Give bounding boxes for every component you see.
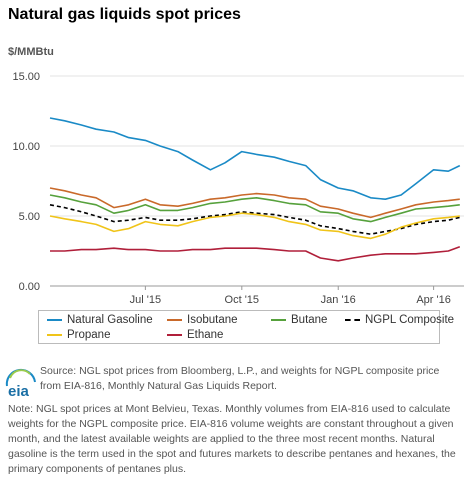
y-axis-unit-label: $/MMBtu [8,46,54,58]
series-line-butane [49,194,460,223]
legend-label: Propane [67,329,111,341]
x-tick-label: Oct '15 [225,294,260,306]
source-text: Source: NGL spot prices from Bloomberg, … [40,365,440,392]
series-line-natural-gasoline [49,117,461,200]
legend-swatch [47,333,62,336]
legend-label: Butane [291,314,328,326]
eia-logo-text: eia [8,383,30,398]
grid-lines [50,75,464,287]
legend-item: NGPL Composite [345,313,454,327]
y-tick-labels: 0.00 5.00 10.00 15.00 [12,71,40,293]
legend-item: Propane [47,328,110,342]
series-lines [49,117,461,262]
legend-item: Ethane [167,328,223,342]
series-line-propane [49,212,460,240]
x-tick-label: Jul '15 [130,294,161,306]
chart-legend: Natural Gasoline Isobutane Butane NGPL Comp… [38,310,454,344]
series-line-ethane [50,246,461,262]
legend-item: Natural Gasoline [47,313,153,327]
note-text: Note: NGL spot prices at Mont Belvieu, T… [8,403,456,475]
y-tick-label: 5.00 [19,211,40,223]
legend-swatch [167,318,182,321]
series-line-isobutane [49,187,460,219]
line-chart: 0.00 5.00 10.00 15.00 Jul '15 Oct '15 Jan '16… [12,71,464,306]
x-tick-labels: Jul '15 Oct '15 Jan '16 Apr '16 [130,286,451,306]
chart-title: Natural gas liquids spot prices [8,6,241,23]
legend-label: Ethane [187,329,224,341]
legend-item: Isobutane [167,313,238,327]
legend-swatch [271,318,286,321]
legend-label: Isobutane [187,314,238,326]
legend-label: Natural Gasoline [67,314,153,326]
x-tick-label: Jan '16 [321,294,356,306]
legend-swatch [345,318,360,321]
legend-swatch [167,333,182,336]
y-tick-label: 15.00 [12,71,40,83]
legend-label: NGPL Composite [365,314,455,326]
legend-item: Butane [271,313,327,327]
legend-swatch [47,318,62,321]
eia-logo: eia [5,368,36,398]
y-tick-label: 0.00 [19,281,40,293]
x-tick-label: Apr '16 [416,294,451,306]
y-tick-label: 10.00 [12,141,40,153]
